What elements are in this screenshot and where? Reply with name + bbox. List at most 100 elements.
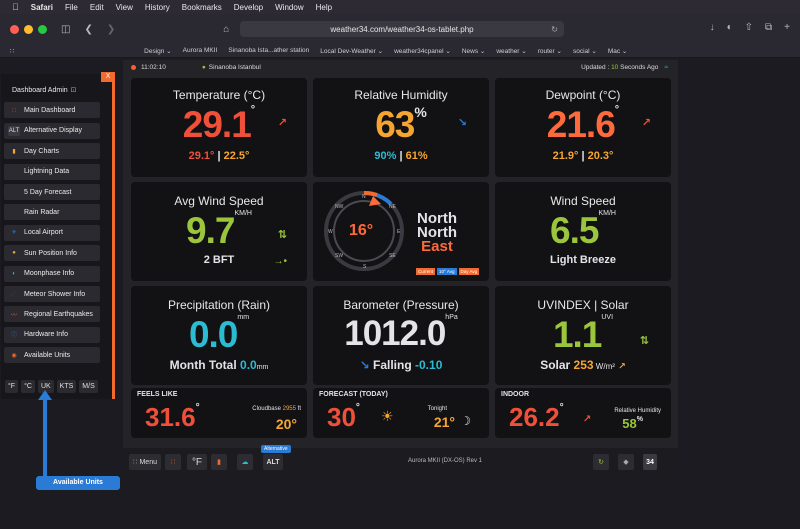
avg-wind-value: 9.7 [186,210,235,251]
solar-value: 253 [573,358,594,372]
apple-icon[interactable]:  [12,2,19,12]
menu-bookmarks[interactable]: Bookmarks [175,2,222,12]
alt-display-button[interactable]: ALT [263,454,283,470]
menu-window[interactable]: Window [268,2,303,12]
share-icon[interactable]: ⇧ [744,22,754,33]
menu-file[interactable]: File [58,2,78,12]
unit-button-uk[interactable]: UK [37,380,54,393]
zoom-window-button[interactable] [38,24,47,34]
precip-value: 0.0 [188,314,238,355]
menu-view[interactable]: View [108,2,133,12]
minimize-window-button[interactable] [24,24,33,34]
alternative-tag: Alternative [261,445,291,453]
sidebar-item-alternative-display[interactable]: ALT Alternative Display [4,122,100,139]
direction-word-1: North [417,210,457,227]
sidebar-item-meteor-shower-info[interactable]: ☄ Meteor Shower Info [4,286,100,302]
sidebar-item-sun-position-info[interactable]: ● Sun Position Info [4,245,100,262]
menu-help[interactable]: Help [308,2,332,12]
sidebar-item-hardware-info[interactable]: ⓘ Hardware Info [4,326,100,343]
wind-speed-card[interactable]: Wind Speed 6.5KM/H Light Breeze [495,182,671,281]
menu-develop[interactable]: Develop [227,2,263,12]
uv-card[interactable]: UVINDEX | Solar 1.1UVI ⇅ Solar 253 W/m² … [495,286,671,385]
legend-10-avg: 10° Avg [437,268,457,275]
unit-button-kts[interactable]: KTS [56,380,77,393]
fav-sinanoba[interactable]: Sinanoba Ista...ather station [228,47,310,54]
callout-arrow [38,390,52,476]
unit-button-f[interactable]: °F [5,380,19,393]
sidebar-item-lightning-data[interactable]: ⚡ Lightning Data [4,163,100,180]
fahrenheit-button[interactable]: °F [187,454,207,470]
fav-aurora[interactable]: Aurora MKII [182,47,218,54]
address-bar[interactable]: weather34.com/weather34-os-tablet.php ↻ [240,21,564,37]
moon-icon: ◐ [12,270,16,277]
indoor-rh-wrap: 58% [622,416,643,431]
avg-wind-card[interactable]: Avg Wind Speed 9.7KM/H 2 BFT ⇅ →• [131,182,307,281]
temperature-card[interactable]: Temperature (°C) 29.1° ↗ 29.1° | 22.5° [131,78,307,177]
back-icon[interactable]: ❮ [84,23,93,35]
dewpoint-unit: ° [614,104,620,116]
sidebar-item-local-airport[interactable]: ✈ Local Airport [4,224,100,241]
precip-card[interactable]: Precipitation (Rain) 0.0mm Month Total 0… [131,286,307,385]
fav-news[interactable]: News ⌄ [461,47,486,55]
sidebar-item-available-units[interactable]: ◉ Available Units [4,347,100,364]
lock-icon: ⊡ [70,87,77,94]
feels-like-card[interactable]: FEELS LIKE 31.6° Cloudbase 2955 ft 20° [131,388,307,438]
app-menu[interactable]: Safari [24,2,53,12]
shield-icon[interactable]: ◐ [726,22,733,33]
forecast-card[interactable]: FORECAST (TODAY) 30° ☀ Tonight 21° ☽ [313,388,489,438]
cloudbase-info: Cloudbase 2955 ft [252,406,301,412]
sidebar-item-main-dashboard[interactable]: ∷ Main Dashboard [4,102,100,119]
download-icon[interactable]: ↓ [709,22,715,33]
new-tab-icon[interactable]: + [784,22,790,33]
dewpoint-card[interactable]: Dewpoint (°C) 21.6° ↗ 21.9° | 20.3° [495,78,671,177]
fav-cpanel[interactable]: weather34cpanel ⌄ [394,47,451,55]
barometer-unit: hPa [445,314,458,321]
barometer-card[interactable]: Barometer (Pressure) 1012.0hPa ↘ Falling… [313,286,489,385]
sidebar-item-label: Day Charts [24,147,60,155]
close-window-button[interactable] [10,24,19,34]
sidebar-item-rain-radar[interactable]: ☁ Rain Radar [4,204,100,221]
fav-mac[interactable]: Mac ⌄ [607,47,628,55]
precip-unit: mm [237,314,250,321]
uv-unit: UVI [601,314,614,321]
cloud-icon: ☁ [11,209,17,216]
sidebar-item-dashboard-admin[interactable]: Dashboard Admin ⊡ [4,82,100,98]
main-dashboard-button[interactable]: ∷ [165,454,181,470]
feels-like-title: FEELS LIKE [137,391,178,398]
weather34-logo[interactable]: 34 [643,454,657,470]
menu-edit[interactable]: Edit [83,2,104,12]
fav-router[interactable]: router ⌄ [537,47,562,55]
dewpoint-lo: 20.3° [587,150,614,162]
sidebar-item-day-charts[interactable]: ▮ Day Charts [4,143,100,160]
reload-icon[interactable]: ↻ [551,24,558,34]
humidity-card[interactable]: Relative Humidity 63% ↘ 90% | 61% [313,78,489,177]
fav-local-dev[interactable]: Local Dev-Weather ⌄ [320,47,384,55]
settings-button[interactable]: ◆ [618,454,634,470]
fav-weather[interactable]: weather ⌄ [496,47,527,55]
indoor-card[interactable]: INDOOR 26.2° ↗ Relative Humidity 58% [495,388,671,438]
menu-history[interactable]: History [138,2,170,12]
forward-icon[interactable]: ❯ [106,23,116,35]
fav-social[interactable]: social ⌄ [572,47,597,55]
charts-button[interactable]: ▮ [211,454,227,470]
home-icon[interactable]: ⌂ [223,23,230,35]
tabs-icon[interactable]: ⧉ [765,22,773,33]
unit-button-ms[interactable]: M/S [79,380,98,393]
feels-like-unit: ° [195,402,200,413]
compass-card[interactable]: N NE E SE S SW W NW 16° North North East… [313,182,489,281]
radar-button[interactable]: ☁ [237,454,253,470]
barometer-value-wrap: 1012.0hPa [313,314,489,354]
refresh-button[interactable]: ↻ [593,454,609,470]
close-menu-button[interactable]: X [101,72,115,82]
forecast-value-wrap: 30° [327,402,360,433]
unit-button-c[interactable]: °C [21,380,35,393]
sidebar-item-regional-earthquakes[interactable]: 〰 Regional Earthquakes [4,306,100,323]
menu-button[interactable]: ∷ Menu [129,454,161,470]
sidebar-toggle-icon[interactable]: ◫ [61,23,71,35]
sidebar-item-moonphase-info[interactable]: ◐ Moonphase Info [4,265,100,282]
sidebar-item-5-day-forecast[interactable]: ☁ 5 Day Forecast [4,184,100,200]
fav-design[interactable]: Design ⌄ [144,47,172,55]
solar-trend-icon: ↗ [618,361,626,371]
feels-like-value-wrap: 31.6° [145,402,200,433]
favorites-grid-icon[interactable]: ∷ [10,47,15,55]
